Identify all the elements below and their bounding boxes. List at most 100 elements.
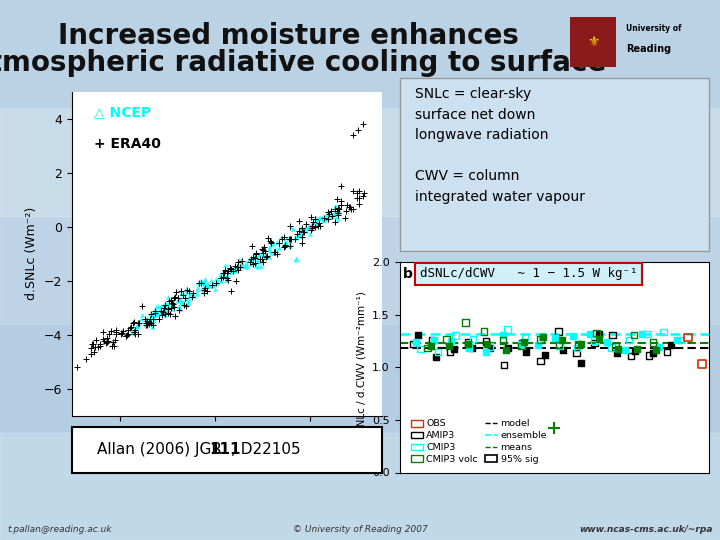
Point — [176, 286, 187, 295]
Point — [264, 253, 275, 261]
Point — [332, 204, 343, 213]
Point — [216, 274, 228, 282]
Point — [264, 247, 276, 255]
Point — [408, 340, 420, 348]
Point — [222, 271, 233, 280]
Point — [412, 330, 423, 339]
Point — [671, 336, 683, 345]
Point — [480, 338, 492, 346]
Point — [329, 208, 341, 217]
Point — [485, 344, 496, 353]
Point — [273, 239, 284, 247]
Point — [255, 261, 266, 270]
Point — [102, 337, 114, 346]
Point — [110, 328, 122, 336]
Point — [269, 247, 281, 256]
Point — [162, 305, 174, 313]
Point — [683, 333, 694, 342]
Point — [289, 234, 301, 243]
Point — [462, 338, 474, 347]
Point — [120, 332, 132, 340]
Point — [235, 256, 246, 265]
Point — [131, 321, 143, 329]
Point — [264, 242, 276, 251]
Point — [591, 329, 603, 338]
Point — [625, 352, 636, 360]
Text: + ERA40: + ERA40 — [94, 137, 161, 151]
Point — [156, 307, 167, 315]
Point — [89, 348, 100, 356]
Point — [228, 264, 239, 273]
Point — [335, 197, 346, 205]
Point — [297, 228, 309, 237]
Point — [230, 276, 241, 285]
Point — [516, 342, 527, 350]
Point — [251, 250, 262, 259]
Point — [225, 287, 237, 295]
Point — [240, 259, 251, 268]
Point — [71, 363, 83, 372]
Point — [156, 301, 167, 310]
Y-axis label: d.SNLc / d.CWV (Wm⁻²mm⁻¹): d.SNLc / d.CWV (Wm⁻²mm⁻¹) — [356, 291, 366, 443]
Point — [357, 120, 369, 129]
Point — [139, 314, 150, 323]
Point — [251, 256, 263, 265]
Point — [240, 263, 251, 272]
Point — [97, 335, 109, 343]
Point — [101, 334, 112, 342]
Point — [132, 322, 143, 330]
Point — [239, 261, 251, 270]
Point — [132, 330, 143, 339]
Point — [127, 319, 139, 328]
Point — [537, 333, 549, 342]
Point — [267, 240, 279, 248]
Point — [554, 342, 565, 350]
Point — [348, 187, 359, 195]
Point — [168, 312, 180, 321]
Point — [147, 320, 158, 329]
Point — [142, 314, 153, 323]
Point — [100, 339, 112, 347]
Point — [329, 201, 341, 210]
Point — [279, 241, 291, 249]
Point — [307, 224, 318, 232]
Point — [270, 245, 282, 253]
Point — [163, 300, 174, 308]
Point — [515, 339, 526, 348]
Point — [549, 334, 561, 342]
Text: atmospheric radiative cooling to surface: atmospheric radiative cooling to surface — [0, 49, 606, 77]
Point — [336, 201, 347, 210]
Point — [236, 256, 248, 265]
Point — [227, 266, 238, 275]
Point — [258, 242, 269, 251]
Point — [120, 332, 132, 341]
Point — [235, 261, 247, 270]
Point — [181, 302, 192, 310]
Point — [332, 215, 343, 224]
Point — [125, 323, 136, 332]
Point — [291, 231, 302, 240]
Point — [253, 250, 265, 259]
Point — [181, 288, 193, 296]
Point — [230, 265, 241, 273]
Point — [284, 221, 296, 230]
Point — [347, 131, 359, 139]
Point — [658, 328, 670, 336]
Point — [444, 347, 456, 356]
Point — [251, 262, 262, 271]
Point — [214, 271, 225, 280]
Point — [256, 245, 268, 254]
Point — [193, 279, 204, 287]
X-axis label: d.CWV (mm): d.CWV (mm) — [183, 444, 271, 458]
Point — [311, 218, 323, 227]
Point — [116, 329, 127, 338]
Point — [290, 255, 302, 264]
Point — [333, 204, 345, 213]
Point — [619, 346, 631, 354]
Point — [161, 301, 172, 309]
Point — [307, 218, 319, 226]
Point — [132, 321, 143, 330]
Point — [122, 330, 133, 339]
Point — [217, 267, 229, 276]
Point — [179, 301, 190, 310]
